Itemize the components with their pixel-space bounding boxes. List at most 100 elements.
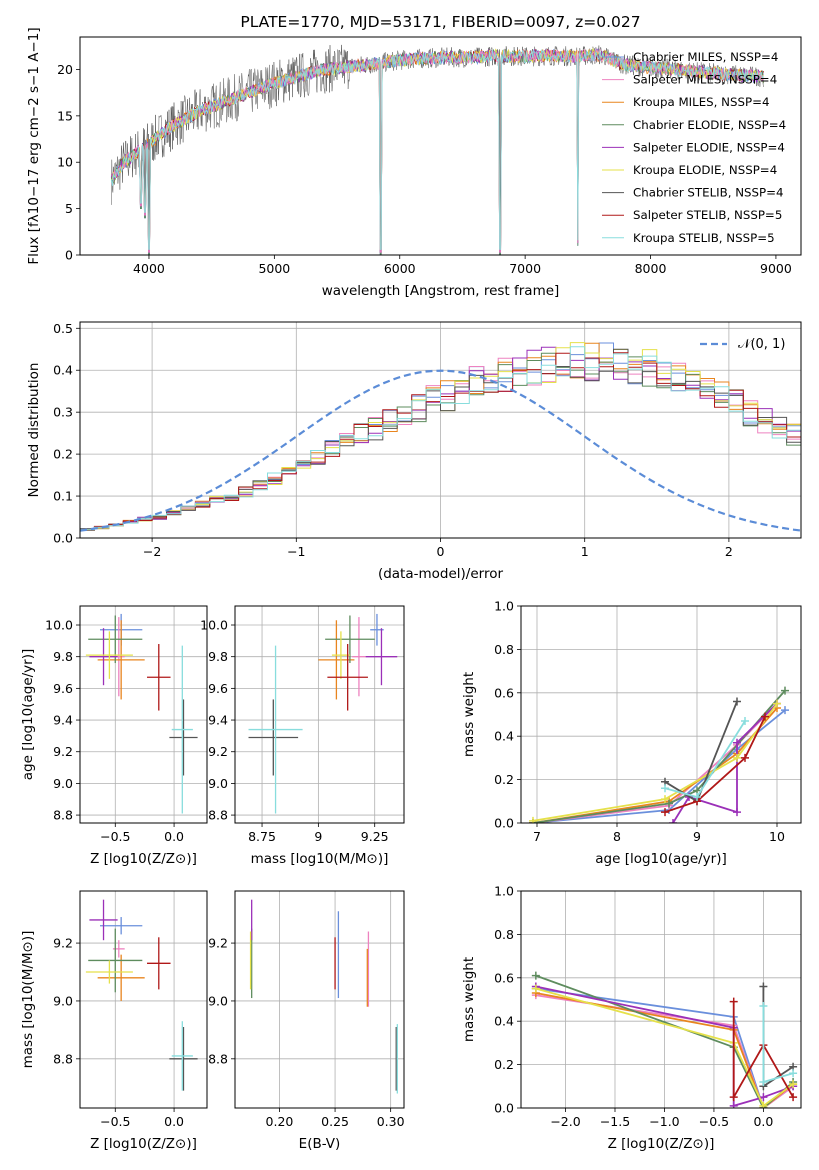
series-salpeter-miles xyxy=(529,699,781,823)
plus-marker xyxy=(789,1080,798,1089)
axes-frame xyxy=(79,890,208,1109)
y-tick-label: 0.8 xyxy=(494,642,514,657)
histogram-salpeter-stelib xyxy=(80,352,801,532)
legend-entry: 𝒩(0, 1) xyxy=(738,337,785,352)
x-tick-label: 8.75 xyxy=(248,829,276,844)
legend-entry: Salpeter MILES, NSSP=4 xyxy=(633,73,777,87)
x-axis-label: (data-model)/error xyxy=(378,566,504,582)
x-tick-label: 0.0 xyxy=(164,1114,184,1129)
histogram-chabrier-stelib xyxy=(80,348,801,532)
plus-marker xyxy=(741,753,749,762)
errorbar-kroupa-stelib xyxy=(171,645,193,814)
panel-residuals: −2 −1 0 1 2 0.0 0.1 0.2 0.3 0.4 0.5 (data-model)/er… xyxy=(26,321,802,582)
errorbar-chabrier-stelib xyxy=(169,699,198,776)
plus-marker xyxy=(759,1077,768,1086)
y-tick-label: 8.8 xyxy=(53,808,73,823)
errorbar-kroupa-stelib xyxy=(171,1021,193,1091)
y-tick-label: 0.6 xyxy=(494,685,514,700)
y-tick-label: 9.0 xyxy=(53,993,73,1008)
panel-weight-vs-z: −2.0 −1.5 −1.0 −0.5 0.0 0.0 0.2 0.4 0.6 0.8 1.0 Z [… xyxy=(461,884,802,1152)
weight-line xyxy=(672,702,778,823)
x-tick-label: 0.30 xyxy=(377,1114,405,1129)
errorbar-salpeter-stelib xyxy=(327,644,368,711)
x-tick-label: 8 xyxy=(613,829,621,844)
x-tick-label: 4000 xyxy=(133,261,165,276)
plot-area xyxy=(85,899,198,1091)
plus-marker xyxy=(661,795,669,804)
panel-age-vs-mass: 8.75 9 9.25 8.8 9.0 9.2 9.4 9.6 9.8 10.0 mass [log… xyxy=(200,605,405,867)
errorbar-kroupa-miles xyxy=(318,620,355,700)
x-tick-label: 0.0 xyxy=(753,1114,773,1129)
plus-marker xyxy=(729,1101,738,1108)
y-tick-label: 9.8 xyxy=(53,649,73,664)
y-axis-label: Flux [fλ10−17 erg cm−2 s−1 A−1] xyxy=(26,27,42,264)
plus-marker xyxy=(665,799,673,808)
legend-entry: Chabrier ELODIE, NSSP=4 xyxy=(633,118,786,132)
axes-frame xyxy=(520,890,802,1109)
spectrum-legend: Chabrier MILES, NSSP=4 Salpeter MILES, NS… xyxy=(602,50,786,245)
x-tick-label: 0 xyxy=(437,544,445,559)
errorbar-chabrier-elodie xyxy=(88,615,143,664)
y-tick-label: 9.6 xyxy=(208,681,228,696)
x-tick-label: 0.20 xyxy=(266,1114,294,1129)
errorbar-salpeter-elodie xyxy=(89,899,118,941)
weight-line xyxy=(532,709,786,823)
y-tick-label: 0.4 xyxy=(53,363,73,378)
plus-marker xyxy=(789,1093,798,1102)
panel-mass-vs-ebv: 0.20 0.25 0.30 8.8 9.0 9.2 E(B-V) xyxy=(208,890,405,1152)
y-tick-label: 9.2 xyxy=(53,744,73,759)
errorbar-chabrier-stelib xyxy=(248,699,299,776)
errorbar-salpeter-stelib xyxy=(147,937,171,990)
y-tick-label: 0.0 xyxy=(494,816,514,831)
panel-mass-vs-z: −0.5 0.0 8.8 9.0 9.2 Z [log10(Z/Z⊙)] mass [log… xyxy=(20,890,208,1152)
legend-entry: Kroupa MILES, NSSP=4 xyxy=(633,95,769,109)
plot-area xyxy=(529,686,789,823)
series-kroupa-elodie xyxy=(529,699,781,823)
y-tick-label: 0.0 xyxy=(53,531,73,546)
axes-frame xyxy=(79,36,802,256)
y-tick-label: 15 xyxy=(57,108,73,123)
weight-line xyxy=(664,720,746,799)
y-tick-label: 0.5 xyxy=(53,321,73,336)
series-kroupa-stelib xyxy=(759,1002,798,1086)
x-tick-label: 5000 xyxy=(258,261,290,276)
x-tick-label: −2 xyxy=(143,544,161,559)
series-kroupa-stelib xyxy=(661,717,749,801)
y-tick-label: 0.2 xyxy=(53,447,73,462)
y-tick-label: 1.0 xyxy=(494,599,514,614)
y-tick-label: 9.0 xyxy=(208,776,228,791)
plus-marker xyxy=(759,1101,768,1108)
plot-area xyxy=(248,613,398,814)
y-tick-label: 9.2 xyxy=(53,936,73,951)
histogram-kroupa-elodie xyxy=(80,342,801,533)
plus-marker xyxy=(661,784,669,793)
weight-line xyxy=(532,703,778,822)
plot-area xyxy=(80,342,801,533)
plus-marker xyxy=(733,808,741,817)
y-tick-label: 0.1 xyxy=(53,489,73,504)
y-tick-label: 9.2 xyxy=(208,936,228,951)
x-tick-label: 9 xyxy=(314,829,322,844)
y-tick-label: 0.3 xyxy=(53,405,73,420)
axes-frame xyxy=(79,321,802,539)
plus-marker xyxy=(781,706,789,715)
plus-marker xyxy=(733,738,741,747)
errorbar-salpeter-stelib xyxy=(147,644,171,711)
x-tick-label: 1 xyxy=(581,544,589,559)
plus-marker xyxy=(661,808,669,817)
series-chabrier-miles xyxy=(529,706,789,823)
y-axis-label: Normed distribution xyxy=(26,363,42,498)
plus-marker xyxy=(781,686,789,695)
errorbar-kroupa-elodie xyxy=(85,631,133,679)
y-tick-label: 20 xyxy=(57,62,73,77)
panel-spectrum: 4000 5000 6000 7000 8000 9000 0 5 10 15 20 waveleng… xyxy=(26,13,802,299)
x-axis-label: E(B-V) xyxy=(299,1136,341,1152)
errorbar-salpeter-miles xyxy=(352,617,366,697)
plus-marker xyxy=(693,792,701,801)
panel-age-vs-z: −0.5 0.0 8.8 9.0 9.2 9.4 9.6 9.8 10.0 Z [log10(Z/… xyxy=(20,605,208,867)
x-tick-label: 9 xyxy=(693,829,701,844)
y-axis-label: mass [log10(M/M⊙)] xyxy=(20,931,36,1069)
x-tick-label: −1.0 xyxy=(649,1114,679,1129)
histogram-kroupa-miles xyxy=(80,342,801,533)
